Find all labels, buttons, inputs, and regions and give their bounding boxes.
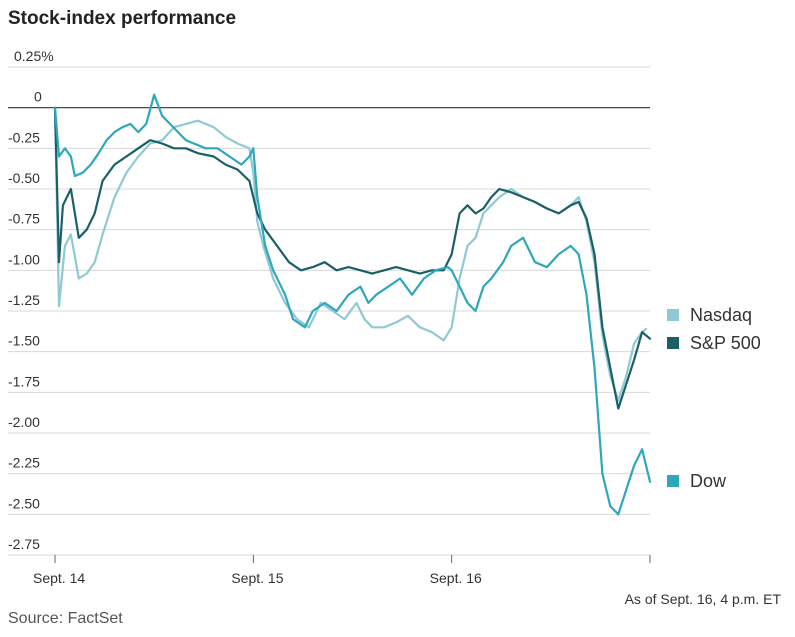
y-tick-label: -0.75: [8, 211, 40, 227]
grid: [8, 66, 650, 556]
y-tick-label: -0.25: [8, 129, 40, 145]
y-tick-label: -2.00: [8, 414, 40, 430]
y-tick-label: -1.25: [8, 292, 40, 308]
y-tick-label: -2.50: [8, 495, 40, 511]
legend-label: Nasdaq: [690, 305, 752, 325]
source-note: Source: FactSet: [8, 610, 123, 627]
y-axis-ticks: 0.25% 0 -0.25 -0.50 -0.75 -1.00 -1.25 -1.50 -1.7…: [8, 48, 54, 552]
legend-swatch: [667, 475, 679, 487]
legend-swatch: [667, 337, 679, 349]
chart-title: Stock-index performance: [8, 8, 237, 29]
x-tick-label: Sept. 16: [430, 570, 482, 586]
legend-label: Dow: [690, 471, 727, 491]
x-tick-label: Sept. 14: [33, 570, 85, 586]
series-line-dow: [53, 93, 652, 516]
y-tick-label: 0: [34, 89, 42, 105]
legend-swatch: [667, 309, 679, 321]
x-tick-label: Sept. 15: [231, 570, 283, 586]
series-lines: [53, 93, 652, 516]
y-tick-label: -1.00: [8, 251, 40, 267]
x-axis-ticks: Sept. 14 Sept. 15 Sept. 16: [33, 555, 651, 586]
legend: Nasdaq S&P 500 Dow: [667, 305, 761, 491]
timestamp-note: As of Sept. 16, 4 p.m. ET: [624, 591, 781, 607]
y-tick-label: -0.50: [8, 170, 40, 186]
y-tick-label: 0.25%: [14, 48, 54, 64]
y-tick-label: -1.50: [8, 333, 40, 349]
legend-label: S&P 500: [690, 333, 761, 353]
y-tick-label: -1.75: [8, 373, 40, 389]
y-tick-label: -2.25: [8, 455, 40, 471]
y-tick-label: -2.75: [8, 536, 40, 552]
series-line-s-p-500: [53, 106, 652, 410]
